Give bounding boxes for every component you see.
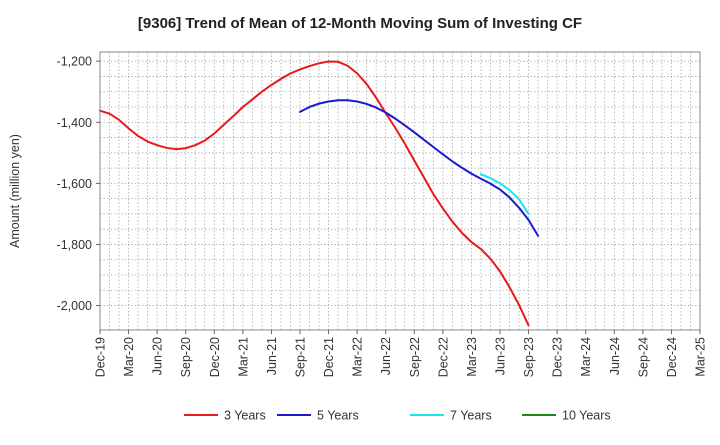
- grid: [100, 52, 700, 330]
- x-tick-label: Jun-21: [265, 337, 279, 375]
- legend-label: 10 Years: [562, 409, 611, 423]
- x-tick-label: Jun-20: [151, 337, 165, 375]
- x-axis: Dec-19 Mar-20 Jun-20 Sep-20 Dec-20 Mar-21 Jun-…: [94, 330, 708, 377]
- series-line-5-years: [299, 99, 540, 237]
- x-tick-label: Jun-23: [494, 337, 508, 375]
- x-tick-label: Jun-22: [379, 337, 393, 375]
- series-line-7-years: [479, 173, 530, 215]
- x-tick-label: Dec-20: [208, 337, 222, 377]
- plot-frame: [99, 51, 701, 331]
- x-tick-label: Mar-24: [579, 337, 593, 377]
- x-tick-label: Dec-23: [551, 337, 565, 377]
- legend-label: 3 Years: [224, 409, 266, 423]
- x-tick-label: Dec-19: [94, 337, 108, 377]
- x-tick-label: Mar-25: [694, 337, 708, 377]
- legend[interactable]: 3 Years 5 Years 7 Years 10 Years: [184, 409, 611, 423]
- y-tick-label: -1,800: [57, 238, 92, 252]
- chart-title: [9306] Trend of Mean of 12-Month Moving …: [138, 15, 582, 32]
- x-tick-label: Mar-23: [465, 337, 479, 377]
- x-tick-label: Sep-20: [179, 337, 193, 377]
- legend-item-5-years[interactable]: 5 Years: [277, 409, 359, 423]
- x-tick-label: Mar-20: [122, 337, 136, 377]
- x-tick-label: Jun-24: [608, 337, 622, 375]
- legend-item-7-years[interactable]: 7 Years: [410, 409, 492, 423]
- x-tick-label: Sep-23: [522, 337, 536, 377]
- x-tick-label: Dec-24: [665, 337, 679, 377]
- x-tick-label: Dec-21: [322, 337, 336, 377]
- y-tick-label: -2,000: [57, 299, 92, 313]
- y-axis-label: Amount (million yen): [8, 134, 22, 248]
- x-tick-label: Dec-22: [436, 337, 450, 377]
- y-tick-label: -1,400: [57, 116, 92, 130]
- x-tick-label: Sep-24: [636, 337, 650, 377]
- y-tick-label: -1,600: [57, 177, 92, 191]
- y-tick-label: -1,200: [57, 55, 92, 69]
- series-line-3-years: [99, 60, 530, 327]
- x-tick-label: Mar-21: [236, 337, 250, 377]
- x-tick-label: Mar-22: [351, 337, 365, 377]
- x-tick-label: Sep-22: [408, 337, 422, 377]
- series-layer: [99, 60, 540, 327]
- legend-label: 7 Years: [450, 409, 492, 423]
- y-axis: -1,200 -1,400 -1,600 -1,800 -2,000: [57, 55, 100, 313]
- legend-label: 5 Years: [317, 409, 359, 423]
- legend-item-3-years[interactable]: 3 Years: [184, 409, 266, 423]
- x-tick-label: Sep-21: [294, 337, 308, 377]
- legend-item-10-years[interactable]: 10 Years: [522, 409, 611, 423]
